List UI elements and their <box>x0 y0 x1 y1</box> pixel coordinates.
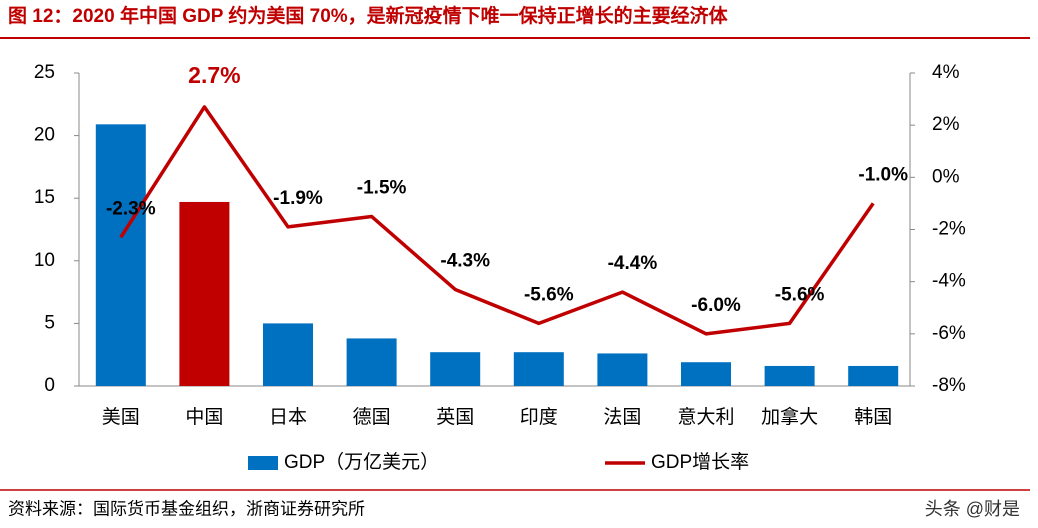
x-tick-label: 法国 <box>603 406 641 428</box>
data-label: -6.0% <box>691 295 741 316</box>
x-tick-label: 德国 <box>353 406 391 428</box>
data-label: -4.4% <box>608 253 658 274</box>
bar <box>179 201 230 386</box>
data-label: -5.6% <box>524 284 574 305</box>
y2-tick-label: -6% <box>932 323 966 344</box>
data-label: -4.3% <box>440 251 490 272</box>
y2-tick-label: -2% <box>932 219 966 240</box>
legend-label: GDP增长率 <box>651 451 749 473</box>
y-tick-label: 10 <box>34 250 55 271</box>
data-label: 2.7% <box>188 62 240 88</box>
y2-tick-label: 4% <box>932 62 960 83</box>
legend-swatch <box>248 456 278 470</box>
bar <box>346 338 397 386</box>
y-tick-label: 15 <box>34 187 55 208</box>
x-tick-label: 美国 <box>102 406 140 428</box>
bar <box>263 323 313 386</box>
y2-tick-label: 2% <box>932 114 960 135</box>
y-tick-label: 20 <box>34 125 55 146</box>
x-tick-label: 加拿大 <box>761 405 818 428</box>
bar <box>681 362 731 386</box>
data-label: -2.3% <box>106 198 156 219</box>
data-label: -5.6% <box>775 284 825 305</box>
bar <box>848 365 899 386</box>
x-tick-label: 印度 <box>520 406 558 428</box>
chart-title: 图 12：2020 年中国 GDP 约为美国 70%，是新冠疫情下唯一保持正增长… <box>8 4 729 27</box>
y-tick-label: 5 <box>44 312 55 333</box>
y-tick-label: 0 <box>44 375 55 396</box>
bar <box>597 353 648 386</box>
bar <box>430 352 481 386</box>
bar <box>513 352 564 386</box>
x-tick-label: 英国 <box>436 406 474 428</box>
data-label: -1.9% <box>273 188 323 209</box>
y2-tick-label: -4% <box>932 271 966 292</box>
y2-tick-label: 0% <box>932 166 960 187</box>
data-label: -1.5% <box>357 177 407 198</box>
x-tick-label: 韩国 <box>854 406 892 428</box>
x-tick-label: 日本 <box>269 406 307 428</box>
line <box>119 105 875 336</box>
source: 资料来源：国际货币基金组织，浙商证券研究所 <box>8 500 365 520</box>
y2-tick-label: -8% <box>932 375 966 396</box>
data-label: -1.0% <box>858 164 908 185</box>
watermark: 头条 @财是 <box>925 499 1020 519</box>
legend-label: GDP（万亿美元） <box>284 451 439 473</box>
x-tick-label: 中国 <box>185 406 223 428</box>
bar <box>764 365 815 386</box>
y-tick-label: 25 <box>34 62 55 83</box>
bar <box>95 124 146 386</box>
x-tick-label: 意大利 <box>677 406 734 428</box>
